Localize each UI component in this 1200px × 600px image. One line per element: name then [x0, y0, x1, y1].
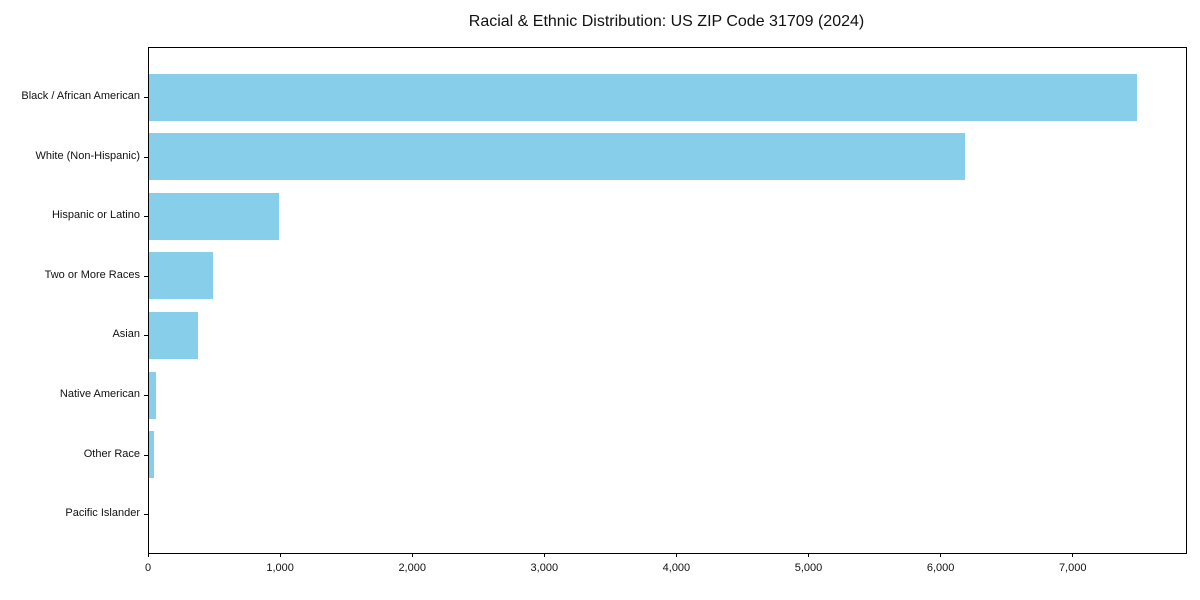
y-axis-label-text: Native American — [59, 388, 140, 400]
x-axis-tick-label: 5,000 — [769, 562, 849, 575]
y-axis-label-text: Hispanic or Latino — [51, 209, 140, 222]
y-axis-label: Pacific Islander — [0, 506, 140, 520]
x-axis-tick — [147, 553, 149, 557]
x-axis-tick-label-text: 1,000 — [266, 562, 294, 574]
plot-area — [144, 47, 1187, 554]
y-axis-label: Other Race — [0, 447, 140, 461]
y-axis-tick — [144, 514, 148, 516]
y-axis-tick — [144, 395, 148, 396]
x-axis-tick-label-text: 5,000 — [794, 562, 823, 574]
y-axis-tick — [144, 156, 148, 158]
x-axis-tick-label: 3,000 — [504, 562, 584, 575]
y-axis-label: White (Non-Hispanic) — [0, 149, 140, 163]
bar — [149, 311, 198, 359]
bar — [149, 252, 214, 300]
y-axis-label-text: Black / African American — [21, 90, 140, 102]
y-axis-label: Black / African American — [0, 89, 140, 103]
x-axis-tick-label-text: 0 — [144, 562, 152, 574]
y-axis-tick — [144, 335, 148, 337]
bar — [149, 371, 156, 419]
x-axis-tick — [940, 553, 942, 557]
y-axis-tick — [144, 97, 148, 98]
x-axis-tick — [1072, 553, 1074, 557]
x-axis-tick — [675, 553, 677, 557]
bar — [149, 73, 1138, 121]
x-axis-tick-label: 7,000 — [1033, 562, 1113, 575]
x-axis-tick-label: 0 — [108, 562, 188, 575]
x-axis-tick-label: 4,000 — [636, 562, 716, 575]
y-axis-tick — [144, 454, 148, 456]
x-axis-tick-label: 1,000 — [240, 562, 320, 575]
y-axis-label-text: Other Race — [83, 447, 140, 460]
x-axis-tick — [279, 553, 281, 557]
chart-title: Racial & Ethnic Distribution: US ZIP Cod… — [468, 13, 865, 30]
y-axis-label: Two or More Races — [0, 268, 140, 282]
bar — [149, 192, 280, 240]
x-axis-tick — [808, 553, 809, 557]
y-axis-tick — [144, 216, 148, 218]
x-axis-tick-label-text: 2,000 — [398, 562, 426, 574]
x-axis-tick — [543, 553, 545, 557]
y-axis-label-text: White (Non-Hispanic) — [35, 149, 140, 162]
y-axis-label-text: Two or More Races — [44, 268, 140, 281]
bar — [149, 431, 155, 479]
y-axis-label: Asian — [0, 327, 140, 341]
x-axis-tick-label-text: 6,000 — [926, 562, 955, 574]
bar — [149, 133, 965, 181]
y-axis-tick — [144, 275, 148, 277]
y-axis-label-text: Asian — [112, 328, 140, 341]
x-axis-tick-label-text: 4,000 — [662, 562, 691, 574]
x-axis-tick-label-text: 3,000 — [530, 562, 559, 574]
x-axis-tick — [411, 553, 413, 557]
x-axis-tick-label: 6,000 — [901, 562, 981, 575]
y-axis-label: Native American — [0, 387, 140, 401]
y-axis-label: Hispanic or Latino — [0, 208, 140, 222]
x-axis-tick-label: 2,000 — [372, 562, 452, 575]
y-axis-label-text: Pacific Islander — [65, 507, 140, 520]
x-axis-tick-label-text: 7,000 — [1058, 562, 1087, 574]
